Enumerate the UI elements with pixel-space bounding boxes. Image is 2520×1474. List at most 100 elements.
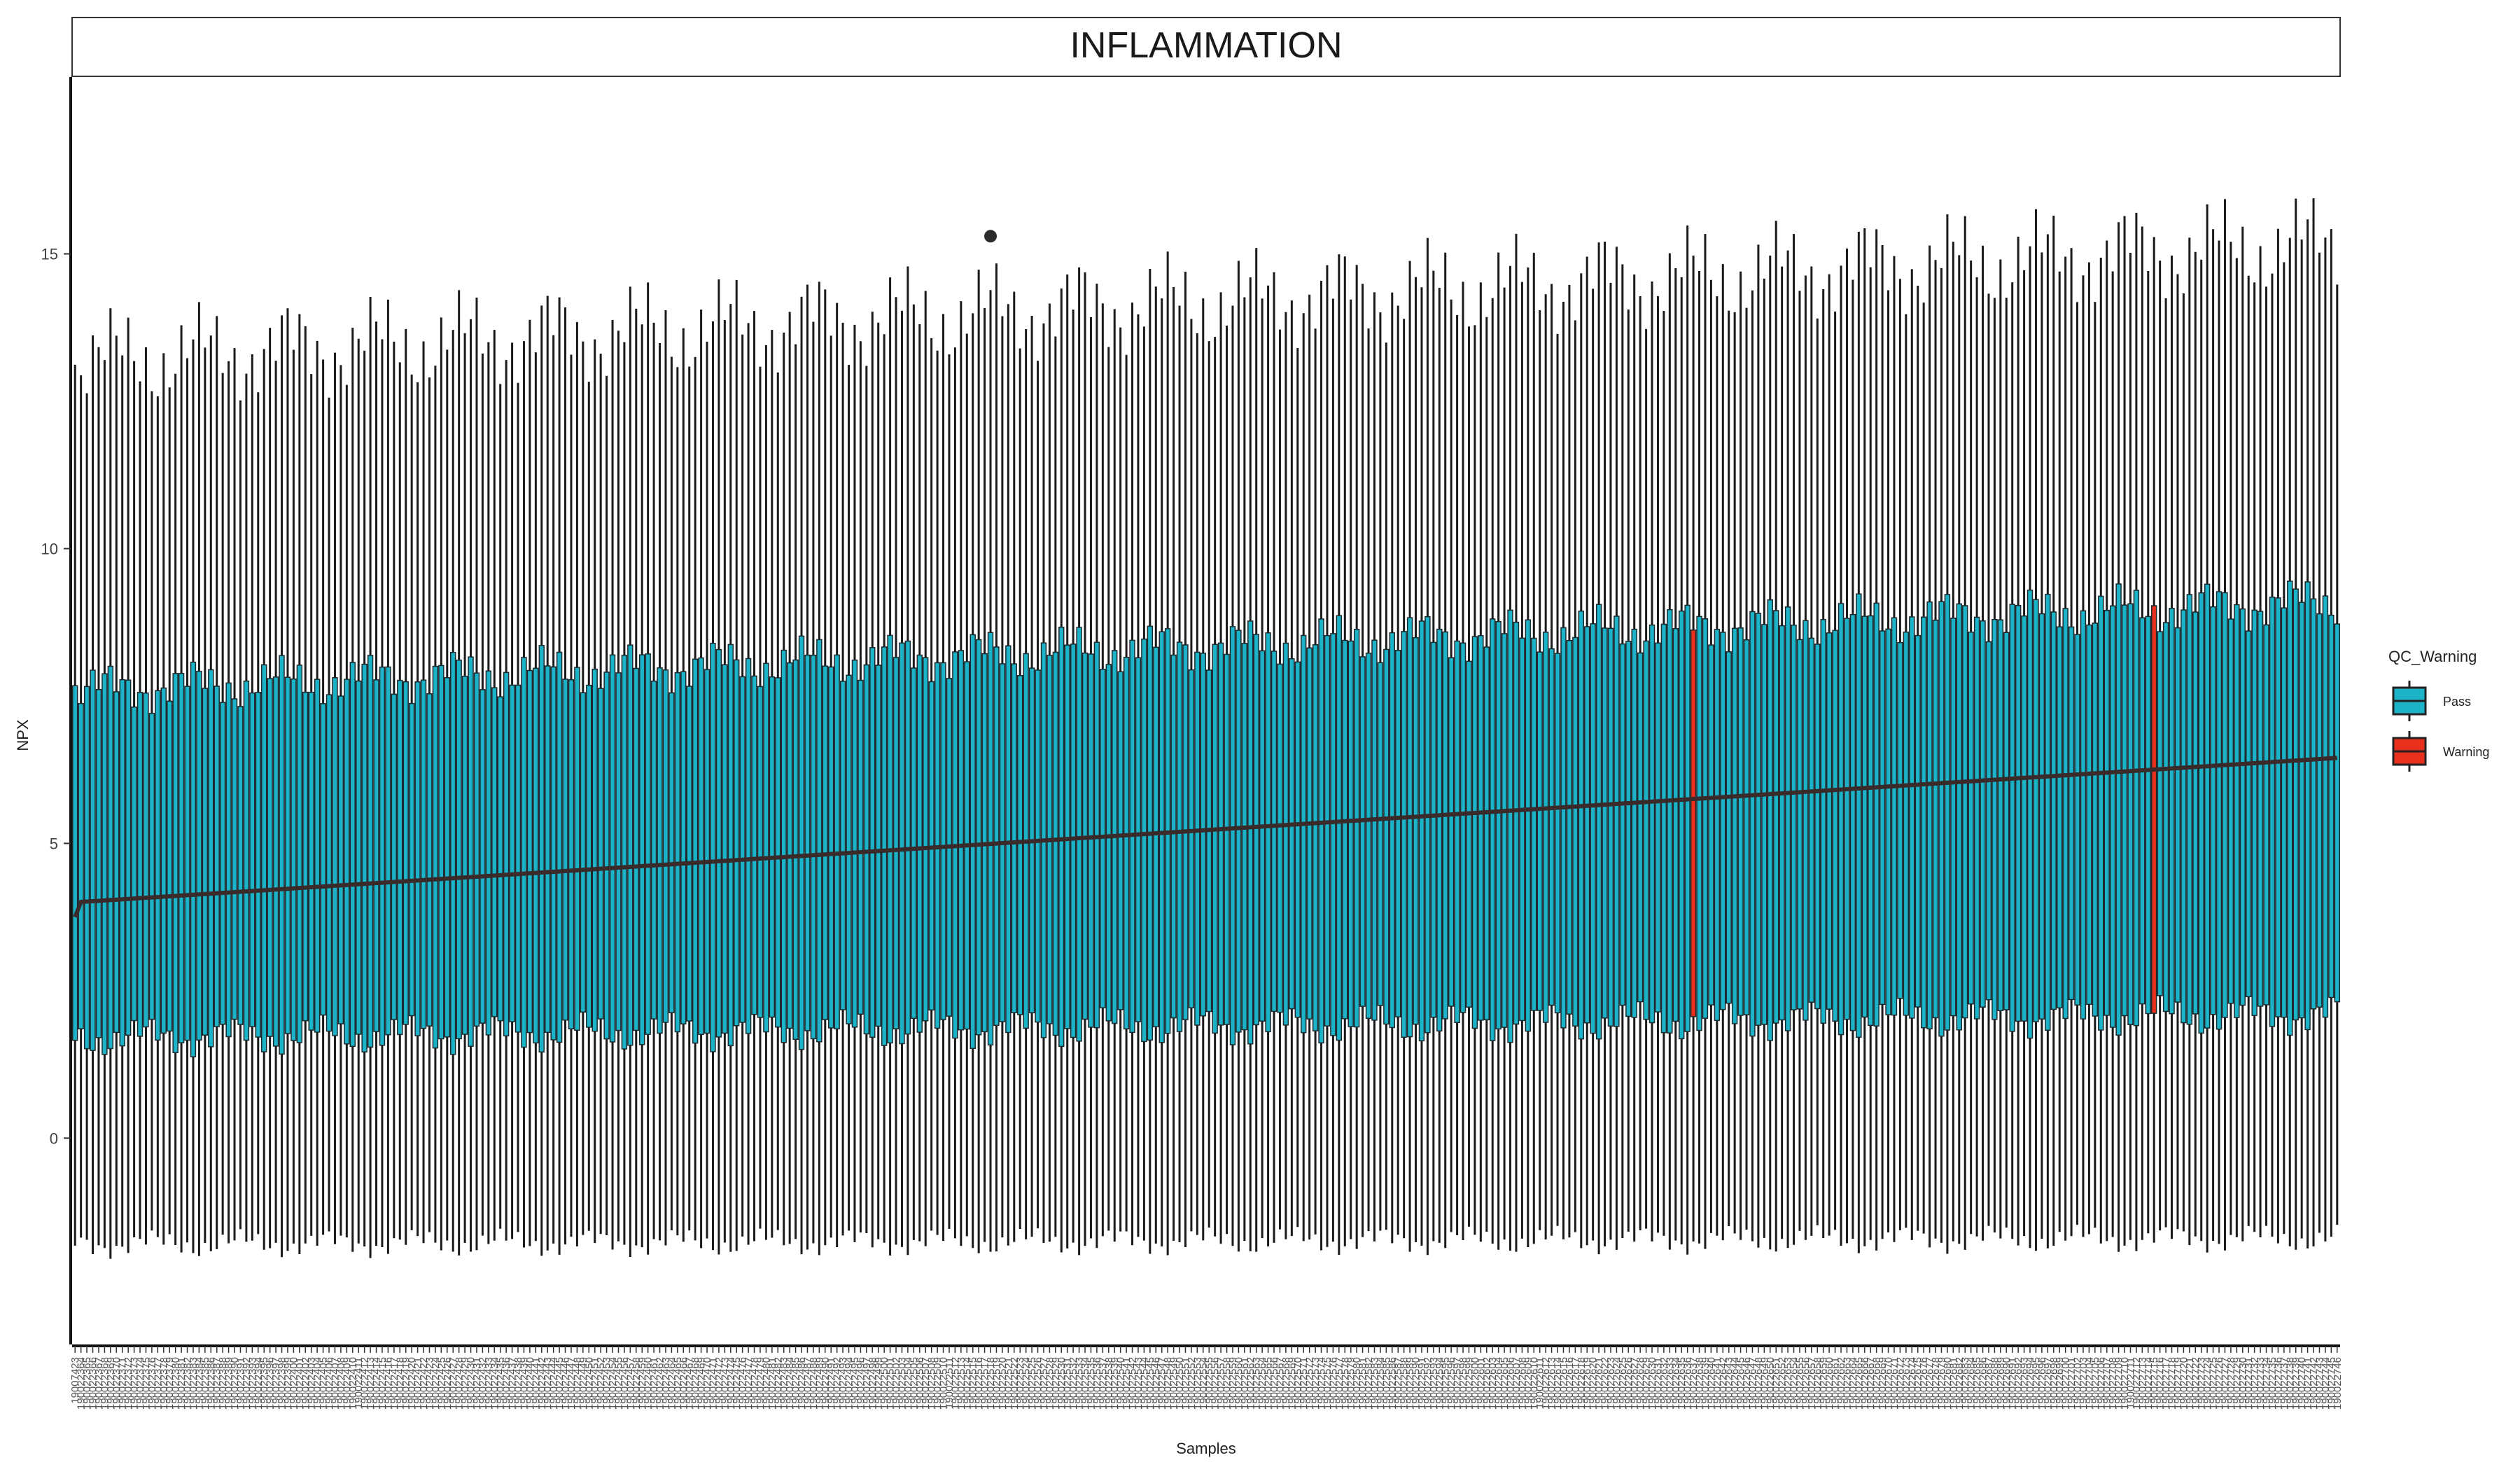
box-body bbox=[326, 694, 332, 1032]
x-tick-label: 190022482 bbox=[772, 1357, 784, 1410]
box-body bbox=[2328, 614, 2334, 999]
box-body bbox=[1401, 631, 1407, 1038]
chart-title: INFLAMMATION bbox=[1070, 25, 1342, 66]
box-body bbox=[1436, 628, 1443, 1031]
sample-box bbox=[1684, 225, 1690, 1255]
box-body bbox=[302, 691, 309, 1022]
box-body bbox=[1153, 646, 1159, 1028]
x-tick-label: 190022498 bbox=[867, 1357, 878, 1410]
x-tick-label: 190022429 bbox=[459, 1357, 471, 1410]
box-body bbox=[586, 684, 592, 1028]
box-body bbox=[255, 691, 261, 1038]
x-tick-label: 190022684 bbox=[1966, 1357, 1977, 1410]
sample-box bbox=[1442, 252, 1448, 1249]
x-tick-label: 190022719 bbox=[2172, 1357, 2184, 1410]
sample-box bbox=[314, 340, 321, 1246]
box-body bbox=[887, 634, 893, 1044]
x-tick-label: 190022575 bbox=[1322, 1357, 1334, 1410]
x-tick-label: 190022401 bbox=[294, 1357, 306, 1410]
x-tick-label: 190022460 bbox=[643, 1357, 654, 1410]
x-tick-label: 190022412 bbox=[359, 1357, 371, 1410]
box-body bbox=[1985, 641, 1992, 1001]
sample-box bbox=[940, 314, 946, 1242]
sample-box bbox=[249, 354, 255, 1241]
sample-box bbox=[1849, 279, 1856, 1239]
sample-box bbox=[1909, 269, 1915, 1240]
x-tick-label: 190022426 bbox=[442, 1357, 454, 1410]
x-tick-label: 190022636 bbox=[1682, 1357, 1694, 1410]
sample-box bbox=[2192, 251, 2199, 1237]
box-body bbox=[503, 672, 510, 1037]
x-tick-label: 190022643 bbox=[1723, 1357, 1735, 1410]
box-body bbox=[1270, 651, 1278, 1013]
x-tick-label: 190022623 bbox=[1605, 1357, 1617, 1410]
x-tick-label: 190022377 bbox=[152, 1357, 164, 1410]
x-tick-label: 190022657 bbox=[1806, 1357, 1818, 1410]
sample-box bbox=[692, 356, 699, 1241]
box-body bbox=[2204, 583, 2211, 1029]
x-tick-label: 190022423 bbox=[424, 1357, 435, 1410]
box-body bbox=[1490, 618, 1496, 1041]
sample-box bbox=[2316, 252, 2323, 1233]
x-tick-label: 190022449 bbox=[578, 1357, 589, 1410]
box-body bbox=[1932, 619, 1939, 1019]
box-body bbox=[739, 676, 746, 1023]
sample-box bbox=[2328, 229, 2334, 1237]
sample-box bbox=[136, 381, 144, 1239]
x-tick-label: 190022639 bbox=[1700, 1357, 1712, 1410]
x-tick-label: 190022533 bbox=[1074, 1357, 1086, 1410]
box-body bbox=[509, 684, 515, 1022]
x-tick-label: 190022577 bbox=[1334, 1357, 1345, 1410]
sample-box bbox=[2092, 302, 2099, 1228]
box-body bbox=[1914, 634, 1921, 1008]
box-series bbox=[72, 198, 2340, 1259]
x-tick-label: 190022600 bbox=[1469, 1357, 1481, 1410]
box-body bbox=[822, 665, 828, 1020]
x-tick-label: 190022505 bbox=[908, 1357, 920, 1410]
x-tick-label: 190022706 bbox=[2095, 1357, 2107, 1410]
sample-box bbox=[1418, 287, 1425, 1246]
box-body bbox=[1442, 631, 1448, 1020]
sample-box bbox=[1702, 234, 1709, 1249]
box-body bbox=[1206, 669, 1212, 1013]
x-tick-label: 190022617 bbox=[1569, 1357, 1581, 1410]
x-tick-label: 190022641 bbox=[1712, 1357, 1723, 1410]
x-tick-label: 190022396 bbox=[265, 1357, 276, 1410]
x-tick-label: 190022528 bbox=[1044, 1357, 1056, 1410]
sample-box bbox=[1879, 245, 1886, 1239]
sample-box bbox=[1501, 287, 1508, 1240]
box-body bbox=[1643, 640, 1649, 1020]
box-body bbox=[940, 662, 946, 1020]
sample-box bbox=[1590, 288, 1596, 1241]
sample-box bbox=[1353, 265, 1360, 1249]
x-tick-label: 190022700 bbox=[2060, 1357, 2072, 1410]
x-tick-label: 190022404 bbox=[312, 1357, 323, 1410]
x-tick-label: 190022394 bbox=[253, 1357, 265, 1410]
box-body bbox=[1708, 644, 1714, 1006]
x-tick-label: 190022654 bbox=[1788, 1357, 1800, 1410]
sample-box bbox=[231, 348, 238, 1241]
sample-box bbox=[627, 286, 634, 1257]
box-body bbox=[344, 679, 350, 1045]
sample-box bbox=[349, 328, 356, 1252]
box-body bbox=[314, 679, 321, 1033]
sample-box bbox=[1956, 255, 1962, 1244]
x-tick-label: 190022439 bbox=[518, 1357, 530, 1410]
box-body bbox=[367, 655, 374, 1048]
box-body bbox=[1466, 660, 1472, 1008]
sample-box bbox=[444, 349, 450, 1241]
sample-box bbox=[1513, 233, 1520, 1252]
x-tick-label: 190022468 bbox=[690, 1357, 701, 1410]
sample-box bbox=[1614, 246, 1620, 1250]
box-body bbox=[402, 681, 409, 1025]
box-body bbox=[792, 659, 799, 1040]
sample-box bbox=[432, 366, 439, 1243]
box-body bbox=[1578, 610, 1584, 1040]
box-body bbox=[332, 677, 338, 1036]
box-body bbox=[1348, 640, 1354, 1027]
x-tick-label: 190022484 bbox=[784, 1357, 796, 1410]
sample-box bbox=[952, 347, 958, 1239]
x-tick-label: 190022513 bbox=[955, 1357, 967, 1410]
sample-box bbox=[916, 324, 923, 1242]
x-tick-label: 190022569 bbox=[1286, 1357, 1298, 1410]
